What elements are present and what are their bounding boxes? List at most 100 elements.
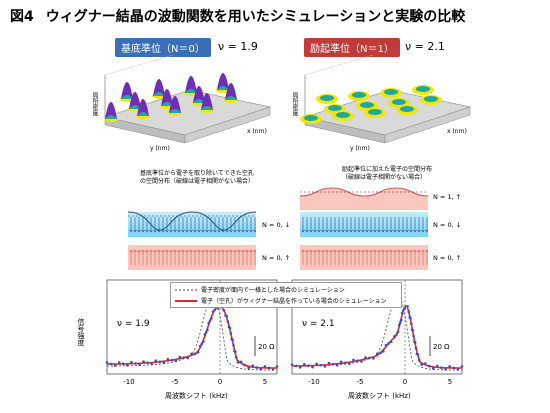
ground-level-badge: 基底準位（N＝0） bbox=[115, 38, 211, 57]
data-point bbox=[460, 365, 464, 368]
data-point bbox=[424, 362, 427, 365]
data-point bbox=[109, 362, 113, 366]
svg-text:-5: -5 bbox=[357, 378, 364, 386]
data-point bbox=[440, 366, 443, 369]
scale-bar-right: 20 Ω bbox=[433, 343, 450, 351]
data-point bbox=[436, 364, 439, 368]
density-peak bbox=[121, 82, 133, 99]
density-peaks bbox=[104, 73, 238, 122]
data-point bbox=[208, 319, 212, 322]
xlabel-left: x (nm) bbox=[247, 128, 267, 135]
nu-label-left: ν = 1.9 bbox=[218, 40, 258, 53]
state-n0-up-left: N = 0, ↑ bbox=[262, 254, 291, 262]
density-peak bbox=[217, 73, 229, 90]
data-point bbox=[134, 362, 137, 365]
data-point bbox=[410, 322, 413, 326]
data-point bbox=[210, 317, 213, 320]
data-point bbox=[232, 344, 235, 347]
data-point bbox=[331, 362, 335, 366]
density-peak bbox=[225, 83, 237, 100]
data-point bbox=[222, 308, 226, 312]
data-point bbox=[126, 363, 129, 367]
data-point bbox=[327, 361, 331, 365]
data-point bbox=[427, 364, 431, 368]
data-point bbox=[399, 318, 403, 322]
svg-text:0: 0 bbox=[403, 378, 407, 386]
data-point bbox=[412, 334, 415, 338]
data-point bbox=[243, 363, 247, 367]
density-peak bbox=[169, 96, 181, 113]
data-point bbox=[213, 308, 217, 311]
state-n1-up-right: N = 1, ↑ bbox=[433, 193, 462, 201]
xlabel-spectrum-right: 周波数シフト (kHz) bbox=[348, 392, 411, 400]
data-point bbox=[396, 330, 400, 334]
data-point bbox=[162, 361, 166, 365]
data-point bbox=[448, 365, 451, 368]
nu-plot-left: ν = 1.9 bbox=[117, 319, 150, 329]
data-point bbox=[234, 350, 237, 354]
svg-text:5: 5 bbox=[448, 378, 452, 386]
data-point bbox=[202, 340, 205, 343]
data-point bbox=[311, 365, 314, 369]
data-point bbox=[271, 368, 275, 371]
data-point bbox=[259, 368, 263, 371]
spin-up-band-right bbox=[300, 245, 428, 270]
hole-note-line2: の空間分布（破線は電子相関がない場合） bbox=[140, 178, 255, 185]
data-point bbox=[389, 340, 393, 344]
data-point bbox=[417, 358, 421, 362]
data-point bbox=[339, 360, 343, 364]
spin-down-arrows-right bbox=[301, 217, 428, 233]
data-point bbox=[414, 346, 418, 350]
svg-text:5: 5 bbox=[263, 378, 267, 386]
data-point bbox=[364, 356, 367, 359]
data-point bbox=[204, 330, 208, 334]
data-point bbox=[413, 341, 417, 344]
data-point bbox=[263, 365, 267, 368]
data-point bbox=[138, 363, 141, 367]
data-point bbox=[397, 323, 401, 327]
data-point bbox=[130, 360, 133, 364]
data-point bbox=[307, 364, 310, 368]
data-point bbox=[203, 333, 207, 336]
data-point bbox=[206, 328, 209, 332]
hole-note-line1: 基底準位から電子を取り除いてできた空孔 bbox=[140, 170, 254, 177]
excited-density-3d-plot bbox=[300, 55, 472, 144]
spin-up-arrows-right bbox=[301, 249, 428, 265]
data-point bbox=[228, 326, 232, 330]
data-point bbox=[387, 342, 390, 345]
legend-dashed-label: 電子密度が面内で一様とした場合のシミュレーション bbox=[201, 287, 345, 294]
data-point bbox=[456, 368, 460, 371]
electron-profile bbox=[300, 187, 428, 210]
data-point bbox=[398, 321, 402, 324]
spin-down-band-right bbox=[300, 212, 428, 237]
data-point bbox=[154, 359, 158, 362]
legend: 電子密度が面内で一様とした場合のシミュレーション 電子（空孔）がウィグナー結晶を… bbox=[170, 282, 402, 308]
data-point bbox=[186, 356, 190, 360]
scale-bar-left: 20 Ω bbox=[258, 343, 275, 351]
data-point bbox=[395, 333, 398, 336]
data-point bbox=[348, 362, 351, 365]
ylabel-left: y (nm) bbox=[150, 145, 170, 152]
figure-number: 図4 bbox=[10, 9, 34, 25]
data-point bbox=[303, 363, 306, 366]
data-point bbox=[360, 360, 363, 363]
svg-text:-10: -10 bbox=[308, 378, 319, 386]
data-point bbox=[158, 360, 162, 364]
data-point bbox=[150, 362, 153, 366]
data-point bbox=[255, 366, 258, 369]
state-n0-down-right: N = 0, ↓ bbox=[433, 221, 462, 229]
data-point bbox=[407, 310, 411, 314]
data-point bbox=[294, 364, 298, 368]
data-point bbox=[384, 343, 388, 347]
svg-text:-5: -5 bbox=[172, 378, 179, 386]
data-point bbox=[174, 359, 178, 363]
data-point bbox=[420, 363, 423, 366]
data-point bbox=[170, 358, 174, 362]
data-point bbox=[290, 363, 294, 366]
legend-red-label: 電子（空孔）がウィグナー結晶を作っている場合のシミュレーション bbox=[201, 298, 387, 305]
data-point bbox=[142, 360, 145, 363]
electron-note-line2: （破線は電子相関がない場合） bbox=[342, 174, 427, 181]
ylabel-right: y (nm) bbox=[350, 145, 370, 152]
data-point bbox=[198, 344, 202, 348]
signal-ylabel: 信号強度 bbox=[77, 318, 85, 346]
